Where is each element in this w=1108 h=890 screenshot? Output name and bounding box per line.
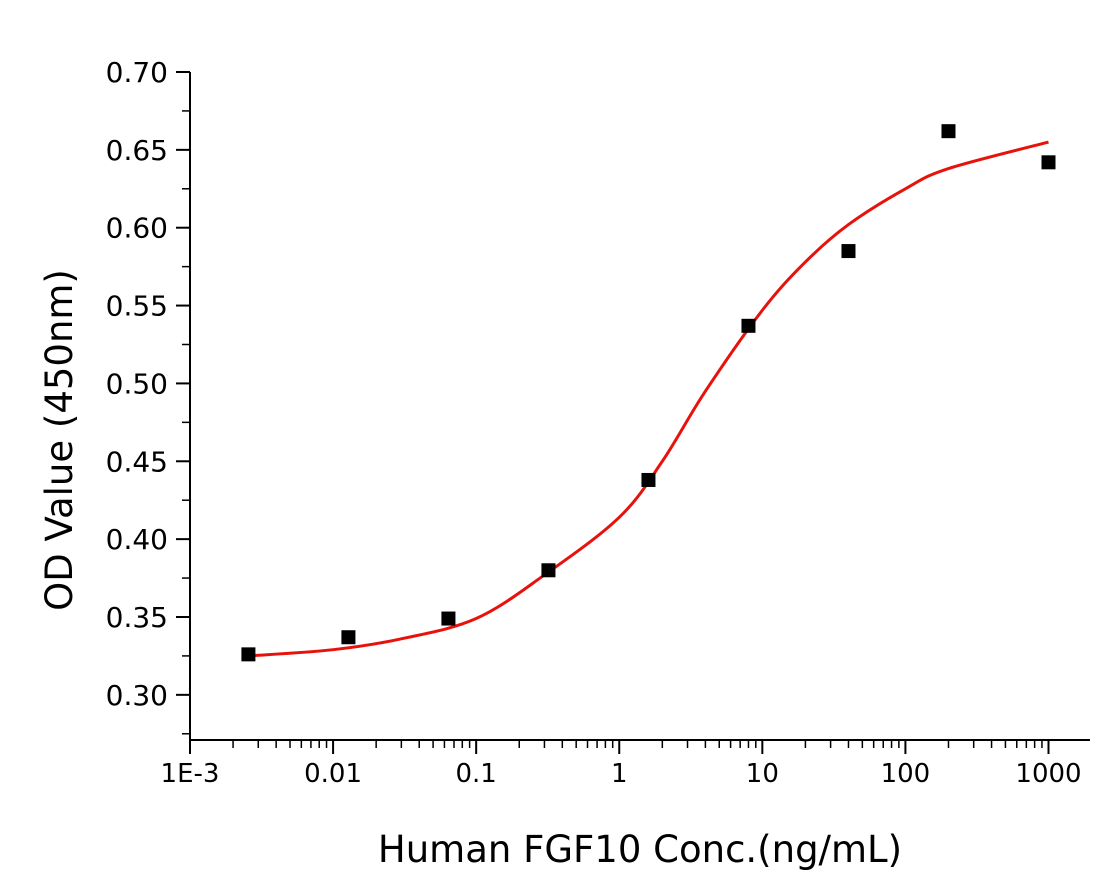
x-tick-label: 0.1 bbox=[455, 759, 496, 789]
data-points-layer bbox=[241, 124, 1056, 662]
data-point bbox=[241, 647, 256, 662]
data-point bbox=[941, 124, 956, 139]
x-tick-label: 1 bbox=[611, 759, 628, 789]
y-tick-label: 0.50 bbox=[106, 367, 168, 400]
y-tick-label: 0.55 bbox=[106, 290, 168, 323]
data-point bbox=[341, 630, 356, 645]
x-axis-label: Human FGF10 Conc.(ng/mL) bbox=[378, 828, 902, 871]
y-tick-label: 0.35 bbox=[106, 601, 168, 634]
x-tick-label: 0.01 bbox=[304, 759, 362, 789]
y-tick-label: 0.45 bbox=[106, 445, 168, 478]
y-axis-label: OD Value (450nm) bbox=[38, 269, 81, 611]
y-tick-label: 0.30 bbox=[106, 679, 168, 712]
data-point bbox=[741, 318, 756, 333]
x-tick-label: 100 bbox=[881, 759, 931, 789]
data-point bbox=[1041, 155, 1056, 170]
y-tick-label: 0.70 bbox=[106, 56, 168, 89]
y-tick-label: 0.60 bbox=[106, 212, 168, 245]
y-tick-label: 0.40 bbox=[106, 523, 168, 556]
fit-curve bbox=[248, 140, 1049, 658]
data-point bbox=[441, 611, 456, 626]
data-point bbox=[841, 244, 856, 259]
data-point bbox=[641, 472, 656, 487]
y-tick-label: 0.65 bbox=[106, 134, 168, 167]
x-tick-label: 1E-3 bbox=[161, 759, 220, 789]
data-point bbox=[541, 563, 556, 578]
x-tick-label: 10 bbox=[746, 759, 779, 789]
axes: 0.30 0.35 0.40 0.45 0.50 0.55 0.60 0.65 0.70 1E-3… bbox=[106, 56, 1090, 789]
fit-curve-layer bbox=[248, 140, 1049, 658]
x-tick-label: 1000 bbox=[1015, 759, 1081, 789]
